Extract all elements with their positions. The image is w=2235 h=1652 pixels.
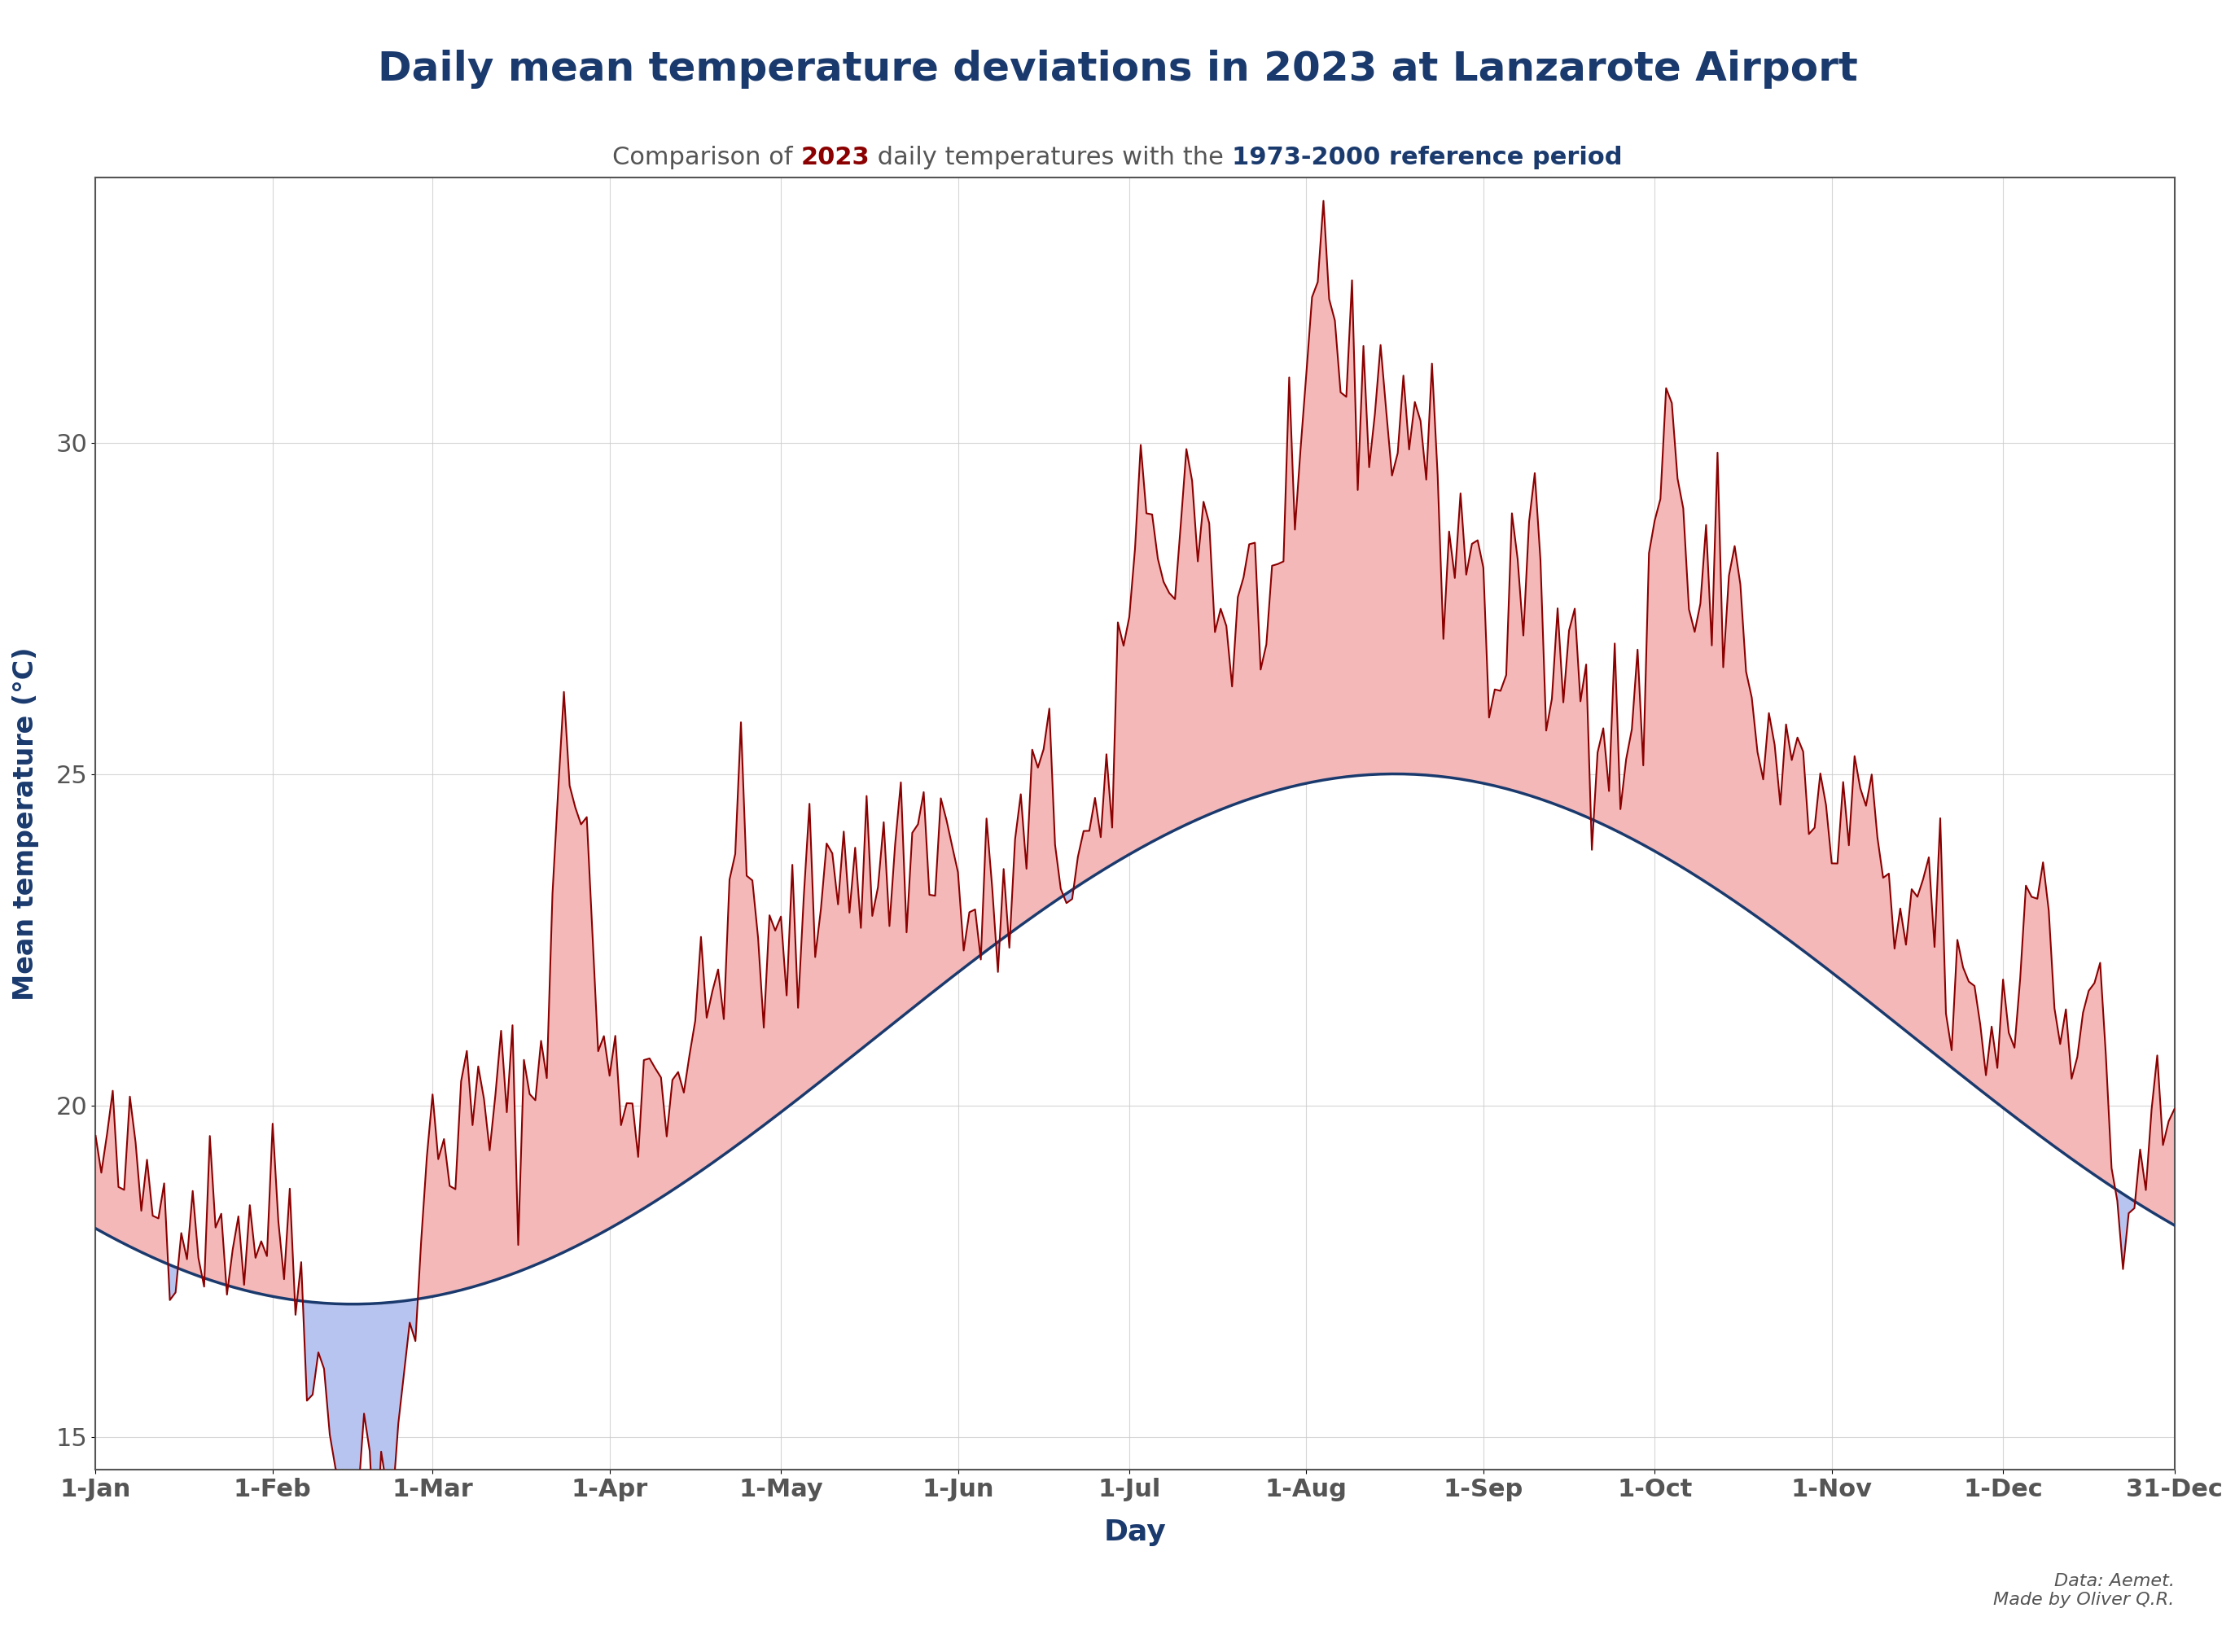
Text: Comparison of: Comparison of <box>612 145 800 169</box>
Text: Data: Aemet.
Made by Oliver Q.R.: Data: Aemet. Made by Oliver Q.R. <box>1994 1573 2175 1609</box>
X-axis label: Day: Day <box>1104 1518 1167 1546</box>
Y-axis label: Mean temperature (°C): Mean temperature (°C) <box>11 646 38 1001</box>
Text: Daily mean temperature deviations in 2023 at Lanzarote Airport: Daily mean temperature deviations in 202… <box>378 50 1857 89</box>
Text: 1973-2000 reference period: 1973-2000 reference period <box>1231 145 1623 169</box>
Text: 2023: 2023 <box>800 145 869 169</box>
Text: daily temperatures with the: daily temperatures with the <box>869 145 1231 169</box>
